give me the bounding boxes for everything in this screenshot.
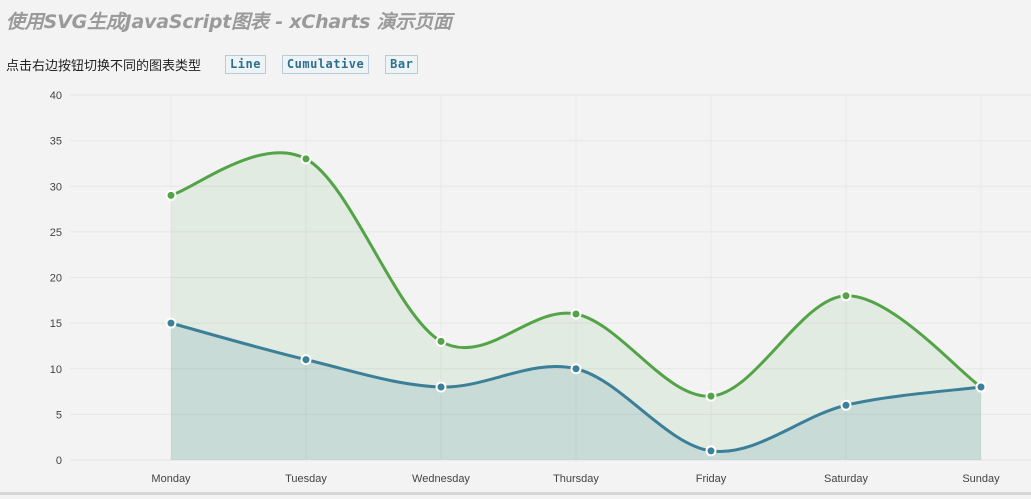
x-tick-label: Friday xyxy=(696,473,727,485)
cumulative-chart-button[interactable]: Cumulative xyxy=(281,54,370,74)
y-tick-label: 20 xyxy=(50,273,62,285)
x-tick-label: Saturday xyxy=(824,473,869,485)
y-tick-label: 0 xyxy=(56,455,62,467)
x-tick-label: Tuesday xyxy=(285,473,327,485)
series-1-point xyxy=(840,399,852,411)
series-2-point xyxy=(300,153,312,165)
series-1-point xyxy=(165,317,177,329)
x-tick-label: Thursday xyxy=(553,473,599,485)
y-tick-label: 30 xyxy=(50,181,62,193)
axis-layer: 0 5 10 15 20 25 30 35 40 Monday Tuesday Wednesday Th… xyxy=(50,90,1000,485)
line-chart-button[interactable]: Line xyxy=(225,54,266,74)
series-2-point xyxy=(705,390,717,402)
chart-svg: 0 5 10 15 20 25 30 35 40 Monday Tuesday Wednesday Th… xyxy=(50,90,1031,485)
y-tick-label: 10 xyxy=(50,364,62,376)
y-tick-label: 35 xyxy=(50,136,62,148)
y-tick-label: 15 xyxy=(50,318,62,330)
series-1-point xyxy=(975,381,987,393)
series-2-point xyxy=(840,290,852,302)
series-2-point xyxy=(165,189,177,201)
page-title: 使用SVG生成JavaScript图表 - xCharts 演示页面 xyxy=(6,11,452,33)
y-tick-label: 40 xyxy=(50,90,62,102)
series-2-point xyxy=(435,335,447,347)
series-2-point xyxy=(570,308,582,320)
point-layer xyxy=(165,153,987,457)
series-1-point xyxy=(435,381,447,393)
x-tick-label: Sunday xyxy=(962,473,1000,485)
series-1-point xyxy=(705,445,717,457)
x-tick-label: Monday xyxy=(151,473,191,485)
x-tick-label: Wednesday xyxy=(412,473,470,485)
chart-area: 0 5 10 15 20 25 30 35 40 Monday Tuesday Wednesday Th… xyxy=(0,84,1031,495)
y-tick-label: 5 xyxy=(56,409,62,421)
chart-type-toolbar: 点击右边按钮切换不同的图表类型 Line Cumulative Bar xyxy=(6,54,434,74)
bar-chart-button[interactable]: Bar xyxy=(385,54,419,74)
bottom-divider xyxy=(0,492,1031,495)
series-1-point xyxy=(570,363,582,375)
area-layer xyxy=(171,152,981,460)
series-2-area xyxy=(171,152,981,460)
toolbar-label: 点击右边按钮切换不同的图表类型 xyxy=(6,58,202,74)
series-1-area xyxy=(171,323,981,460)
y-tick-label: 25 xyxy=(50,227,62,239)
series-1-point xyxy=(300,354,312,366)
